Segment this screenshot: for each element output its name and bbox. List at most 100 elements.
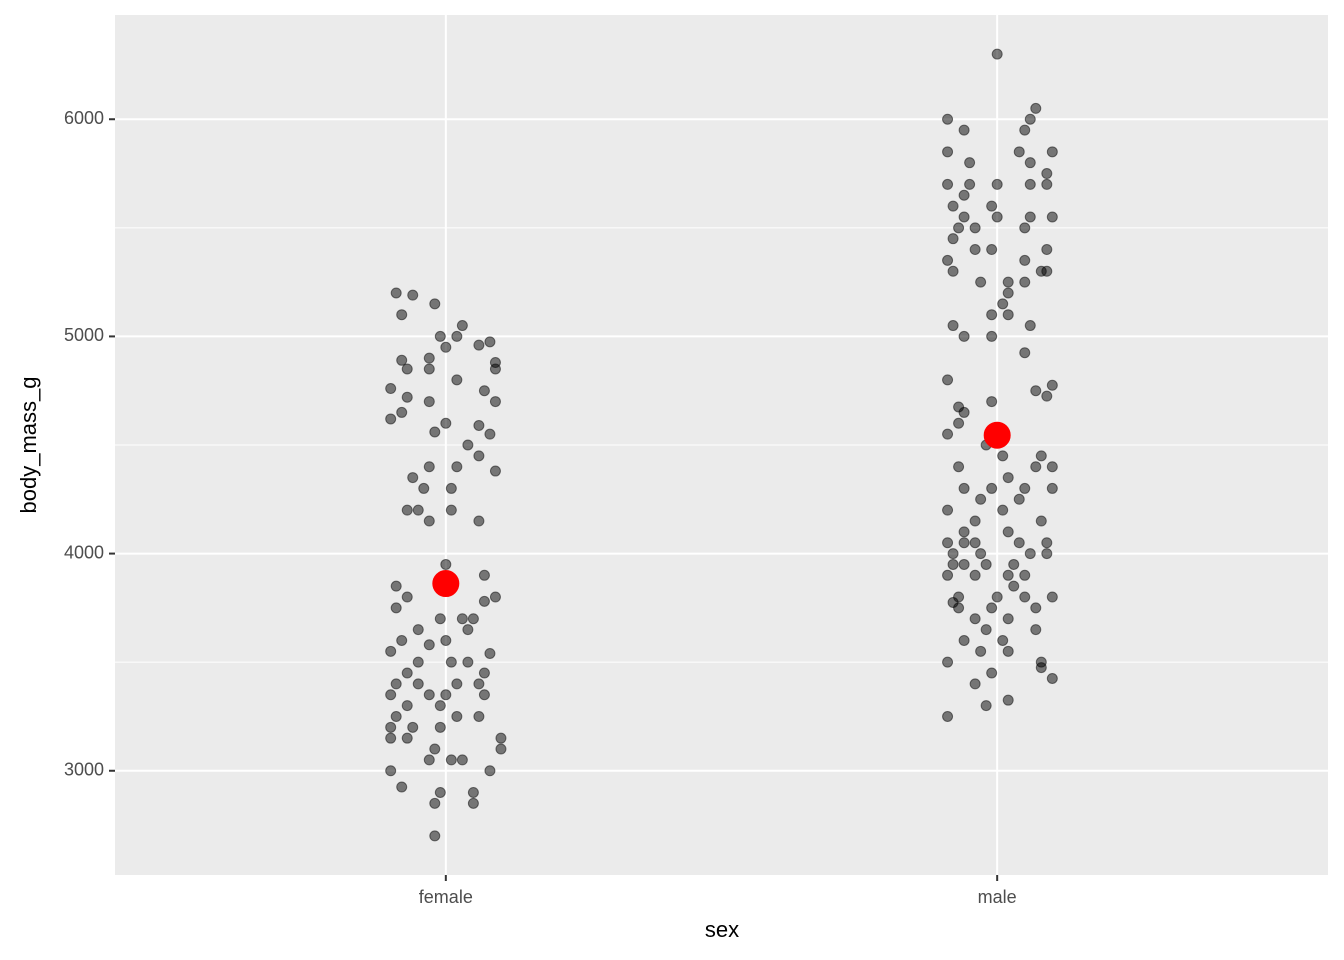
point (1035, 450, 1047, 462)
point (947, 558, 959, 570)
point (390, 602, 402, 614)
point (434, 721, 446, 733)
point (423, 515, 435, 527)
point (1019, 347, 1031, 359)
point (412, 504, 424, 516)
point (942, 710, 954, 722)
mean-point (983, 421, 1011, 449)
point (407, 472, 419, 484)
point (986, 244, 998, 256)
point (975, 493, 987, 505)
y-tick-label: 4000 (64, 542, 104, 562)
point (434, 613, 446, 625)
point (997, 504, 1009, 516)
point (1046, 591, 1058, 603)
point (396, 406, 408, 418)
point (991, 211, 1003, 223)
mean-point (432, 570, 460, 598)
point (1041, 548, 1053, 560)
point (473, 339, 485, 351)
point (942, 374, 954, 386)
point (467, 797, 479, 809)
point (1030, 624, 1042, 636)
point (495, 732, 507, 744)
point (473, 450, 485, 462)
point (1041, 537, 1053, 549)
point (423, 352, 435, 364)
point (1041, 390, 1053, 402)
point (947, 265, 959, 277)
point (401, 363, 413, 375)
point (1035, 515, 1047, 527)
x-tick-label: male (978, 887, 1017, 907)
point (473, 710, 485, 722)
point (1046, 672, 1058, 684)
point (1046, 461, 1058, 473)
point (1013, 146, 1025, 158)
point (489, 465, 501, 477)
point (942, 178, 954, 190)
point (964, 157, 976, 169)
point (991, 591, 1003, 603)
point (958, 406, 970, 418)
point (980, 558, 992, 570)
point (958, 124, 970, 136)
point (396, 309, 408, 321)
point (429, 298, 441, 310)
point (451, 710, 463, 722)
point (440, 558, 452, 570)
point (997, 298, 1009, 310)
point (385, 721, 397, 733)
point (423, 363, 435, 375)
point (1024, 548, 1036, 560)
point (1019, 276, 1031, 288)
point (407, 289, 419, 301)
point (986, 200, 998, 212)
point (462, 624, 474, 636)
point (942, 656, 954, 668)
point (1046, 482, 1058, 494)
point (942, 504, 954, 516)
point (1046, 379, 1058, 391)
point (969, 613, 981, 625)
point (440, 417, 452, 429)
point (390, 678, 402, 690)
y-tick-label: 3000 (64, 760, 104, 780)
point (462, 439, 474, 451)
point (975, 645, 987, 657)
point (423, 639, 435, 651)
point (456, 613, 468, 625)
point (401, 700, 413, 712)
point (451, 461, 463, 473)
point (434, 330, 446, 342)
point (1030, 385, 1042, 397)
point (953, 602, 965, 614)
point (390, 287, 402, 299)
point (942, 428, 954, 440)
point (986, 667, 998, 679)
point (412, 656, 424, 668)
point (1024, 113, 1036, 125)
point (429, 830, 441, 842)
grid (115, 15, 1328, 875)
point (986, 482, 998, 494)
point (385, 383, 397, 395)
point (1030, 102, 1042, 114)
point (401, 391, 413, 403)
point (445, 504, 457, 516)
point (1002, 613, 1014, 625)
point (942, 146, 954, 158)
point (958, 482, 970, 494)
point (1013, 537, 1025, 549)
point (958, 526, 970, 538)
point (401, 732, 413, 744)
point (980, 624, 992, 636)
point (423, 689, 435, 701)
point (462, 656, 474, 668)
point (980, 700, 992, 712)
point (1030, 461, 1042, 473)
point (1041, 265, 1053, 277)
point (947, 233, 959, 245)
point (1041, 178, 1053, 190)
point (396, 781, 408, 793)
